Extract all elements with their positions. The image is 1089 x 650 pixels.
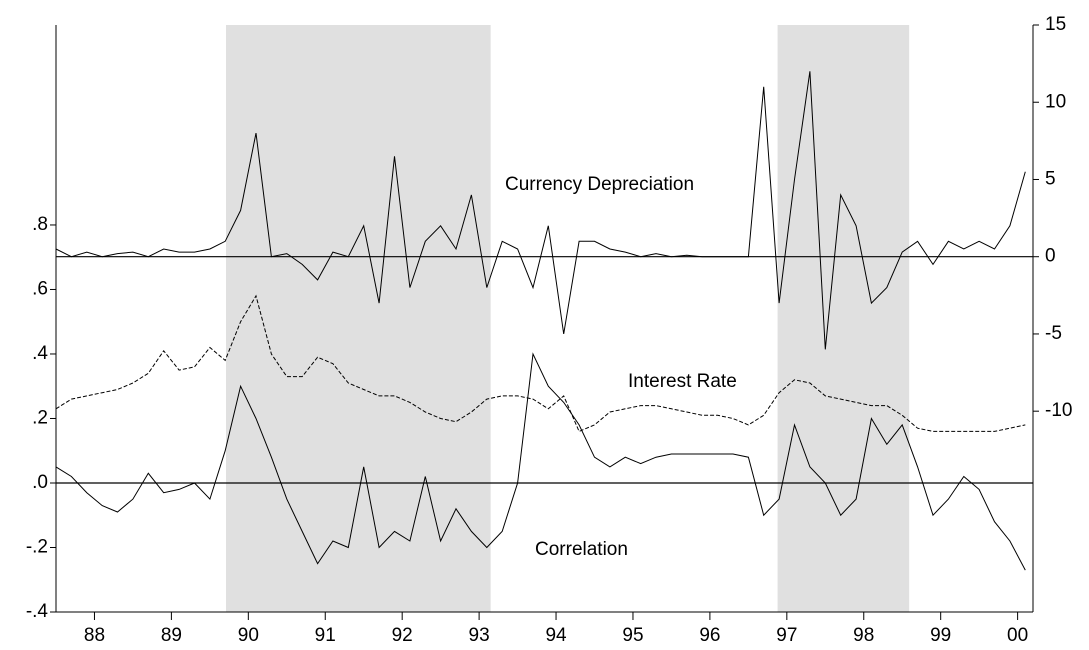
y2-tick-label: 15 <box>1045 14 1066 35</box>
x-tick-label: 88 <box>84 625 105 646</box>
x-tick-label: 93 <box>469 625 490 646</box>
x-tick-label: 90 <box>238 625 259 646</box>
annotation: Currency Depreciation <box>505 174 694 195</box>
x-tick-label: 98 <box>853 625 874 646</box>
x-tick-label: 91 <box>315 625 336 646</box>
y-tick-label: .4 <box>32 343 48 364</box>
series-line <box>55 352 1026 571</box>
y-tick-label: .2 <box>32 407 48 428</box>
y2-tick-label: -5 <box>1045 323 1062 344</box>
y2-tick-label: 5 <box>1045 168 1056 189</box>
shaded-period <box>777 25 910 612</box>
x-tick-label: 89 <box>161 625 182 646</box>
x-tick-label: 94 <box>545 625 567 646</box>
y-tick-label: .6 <box>32 278 48 299</box>
y2-tick-label: -10 <box>1045 400 1072 421</box>
series-line <box>55 71 1026 350</box>
y2-tick-label: 10 <box>1045 91 1066 112</box>
axes-layer: -.4 -.2 .0 .2 .4 .6 .8 -10 -5 0 5 10 15 88 89 90 91 92 93 9… <box>26 14 1073 646</box>
x-tick-label: 95 <box>622 625 643 646</box>
series-line <box>55 294 1026 433</box>
y2-tick-label: 0 <box>1045 246 1056 267</box>
y-tick-label: .8 <box>32 214 48 235</box>
x-tick-label: 96 <box>699 625 720 646</box>
shaded-period <box>226 25 491 612</box>
x-tick-label: 97 <box>776 625 797 646</box>
x-tick-label: 00 <box>1007 625 1028 646</box>
y-tick-label: .0 <box>32 472 48 493</box>
shading-layer <box>226 25 910 612</box>
x-tick-label: 99 <box>930 625 951 646</box>
y-tick-label: -.4 <box>26 601 49 622</box>
lines-layer <box>55 71 1033 571</box>
annotation: Interest Rate <box>628 371 737 392</box>
y-tick-label: -.2 <box>26 537 48 558</box>
annotation: Correlation <box>535 539 628 560</box>
x-tick-label: 92 <box>392 625 413 646</box>
